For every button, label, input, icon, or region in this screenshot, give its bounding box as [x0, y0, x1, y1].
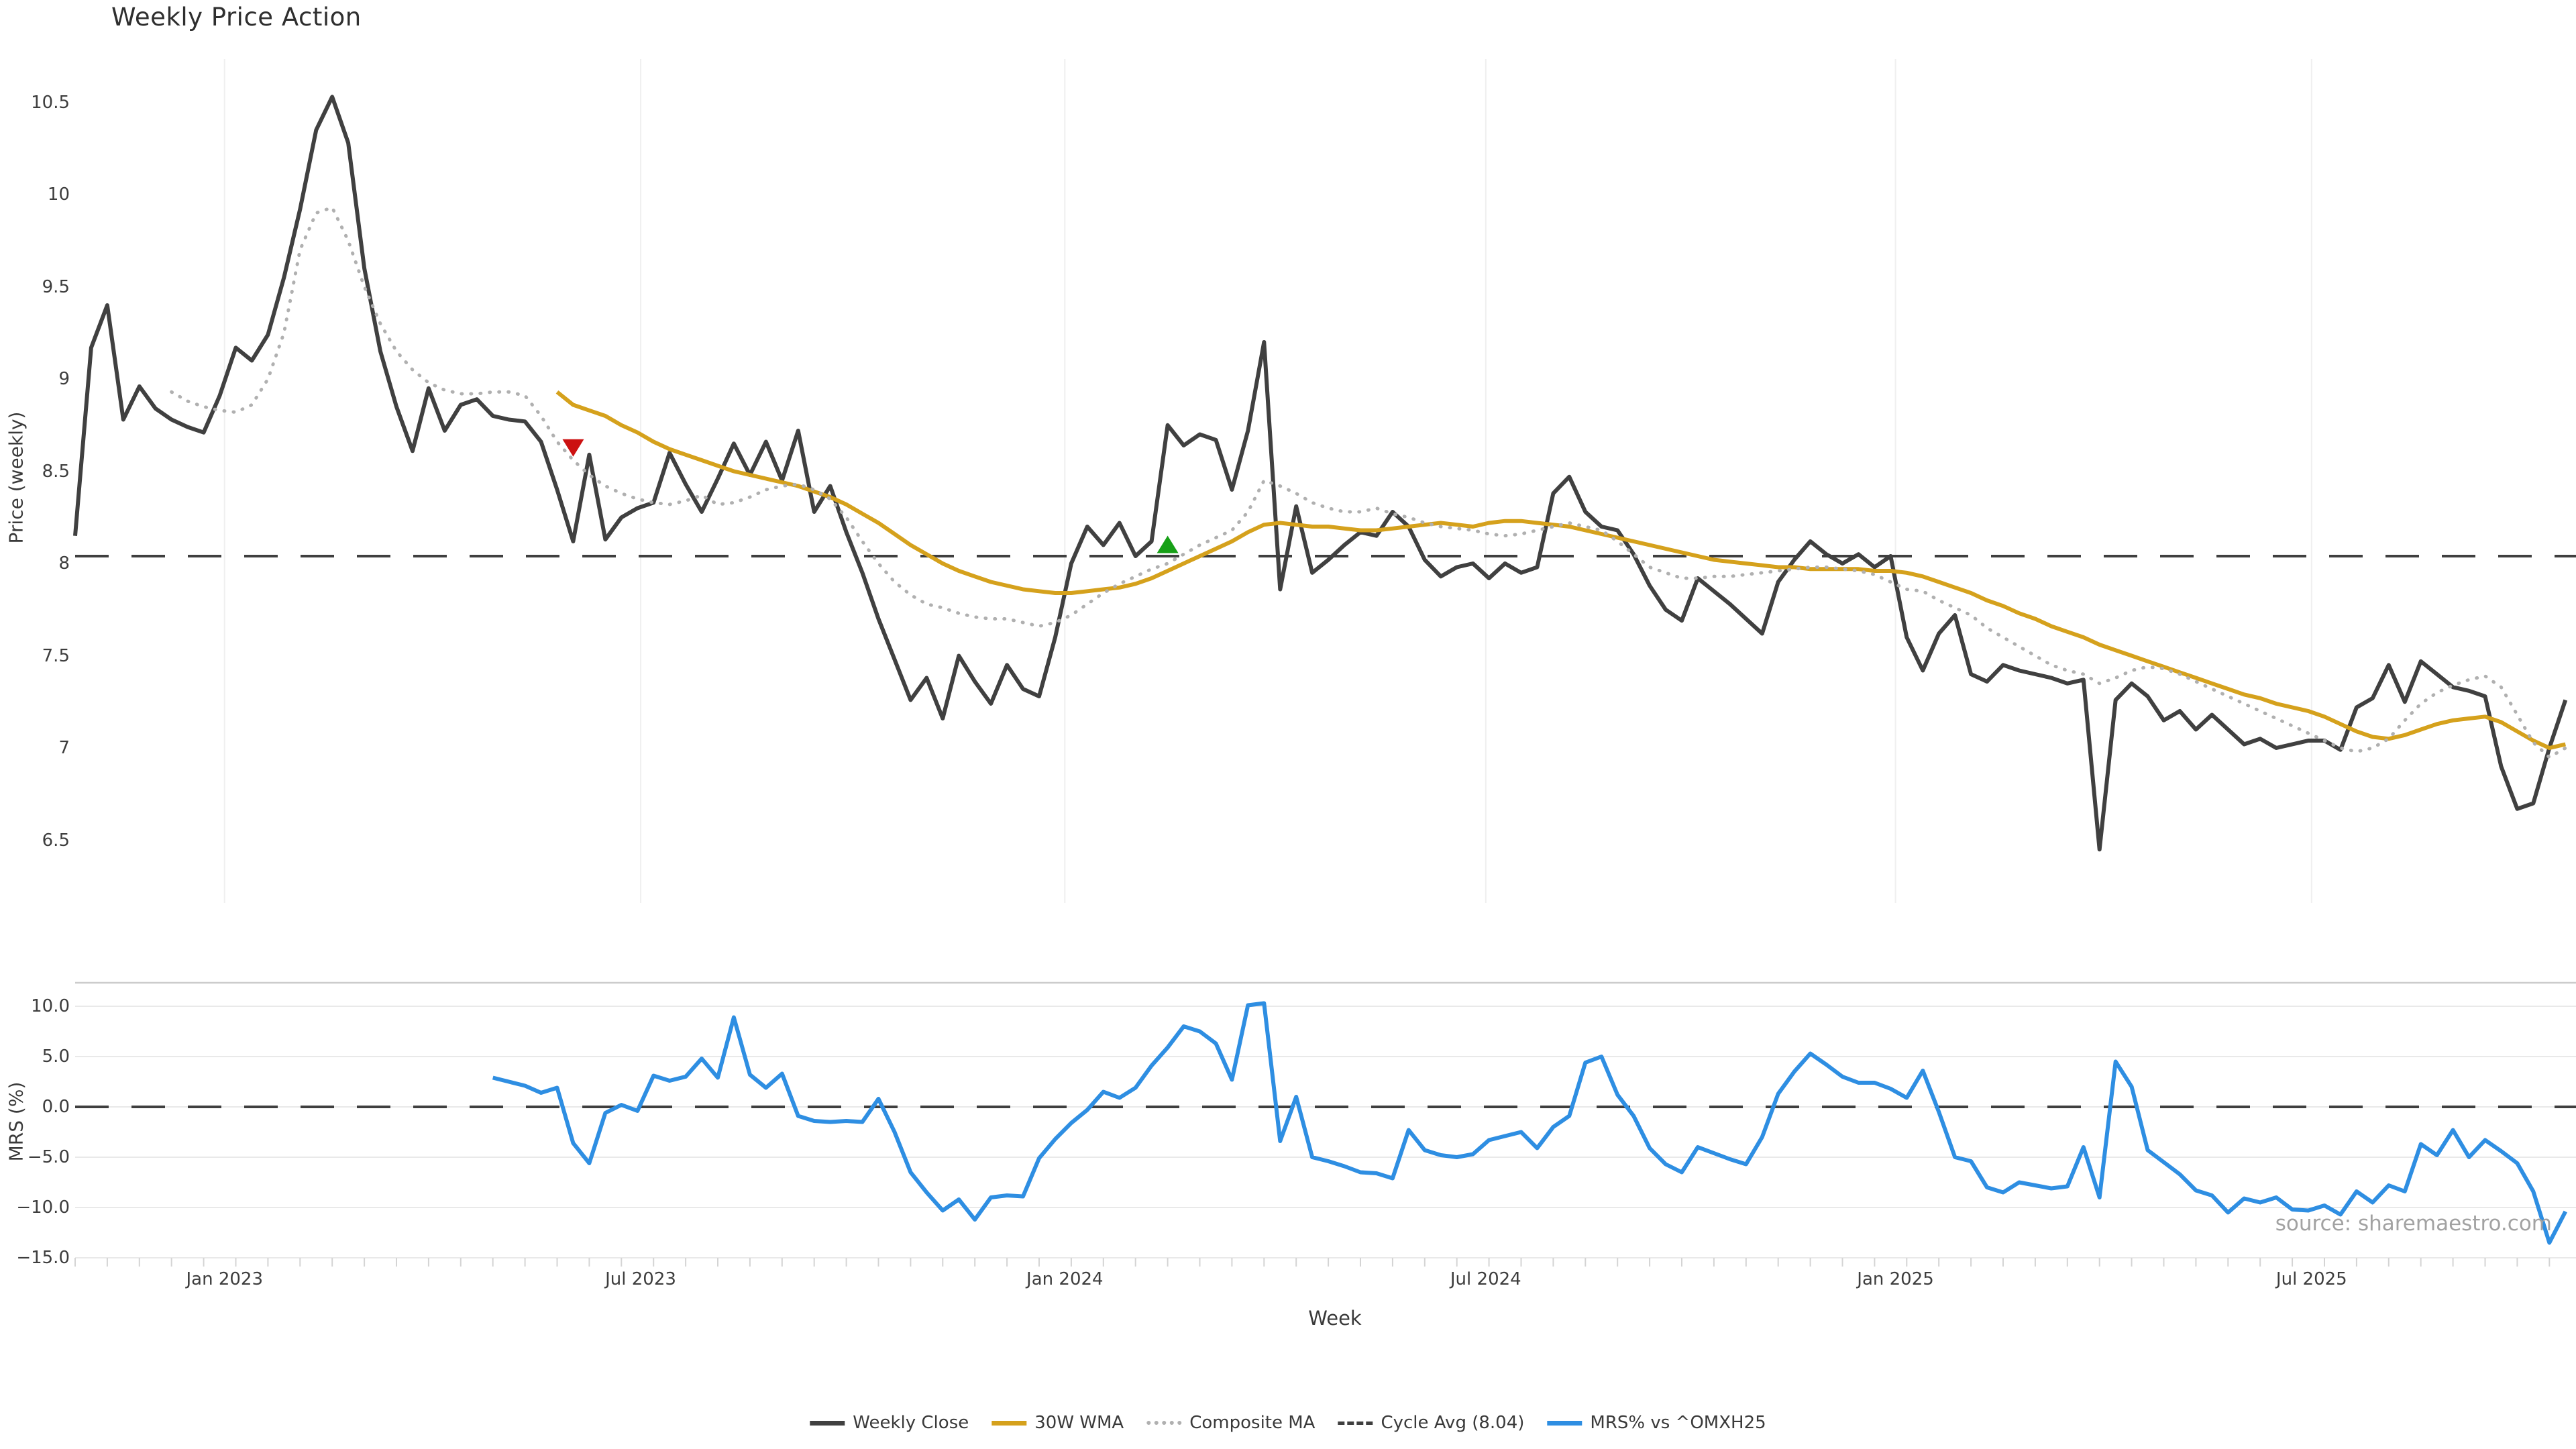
legend-label: Composite MA [1189, 1413, 1316, 1433]
mrs-ytick: 10.0 [31, 996, 70, 1016]
mrs-ytick: 0.0 [42, 1097, 70, 1117]
legend-label: 30W WMA [1034, 1413, 1124, 1433]
price-ytick: 10.5 [31, 92, 70, 113]
legend-label: Cycle Avg (8.04) [1381, 1413, 1525, 1433]
price-ytick: 9.5 [42, 276, 70, 297]
mrs-ytick: −5.0 [27, 1147, 70, 1167]
watermark: source: sharemaestro.com [2275, 1212, 2552, 1236]
chart-title: Weekly Price Action [111, 3, 362, 32]
legend-label: Weekly Close [853, 1413, 969, 1433]
buy-signal-icon [1157, 535, 1179, 553]
composite-ma-swatch-icon [1146, 1421, 1182, 1425]
cycle-avg-swatch-icon [1338, 1421, 1373, 1425]
mrs-axis-label: MRS (%) [5, 1081, 28, 1162]
x-tick: Jul 2024 [1450, 1269, 1521, 1289]
mrs-ytick: −10.0 [16, 1197, 70, 1218]
wma-swatch-icon [991, 1420, 1027, 1426]
legend-item-composite-ma: Composite MA [1146, 1413, 1315, 1433]
x-tick: Jan 2023 [186, 1269, 263, 1289]
x-tick: Jan 2024 [1026, 1269, 1104, 1289]
x-tick: Jul 2023 [605, 1269, 676, 1289]
mrs-ytick: −15.0 [16, 1248, 70, 1268]
price-ytick: 7.5 [42, 645, 70, 666]
mrs-swatch-icon [1547, 1420, 1582, 1426]
x-axis-label: Week [1308, 1307, 1362, 1330]
price-ytick: 7 [58, 738, 70, 758]
sell-signal-icon [562, 439, 584, 457]
series-weekly-close [73, 95, 2568, 852]
price-ytick: 6.5 [42, 830, 70, 851]
x-tick: Jul 2025 [2275, 1269, 2347, 1289]
series-composite-ma [170, 205, 2567, 759]
price-ytick: 8 [58, 553, 70, 574]
price-ytick: 8.5 [42, 461, 70, 482]
legend-label: MRS% vs ^OMXH25 [1590, 1413, 1766, 1433]
mrs-ytick: 5.0 [42, 1046, 70, 1067]
legend-item-mrs: MRS% vs ^OMXH25 [1547, 1413, 1766, 1433]
price-ytick: 10 [47, 184, 70, 205]
price-axis-label: Price (weekly) [5, 411, 28, 544]
price-ytick: 9 [58, 369, 70, 389]
legend: Weekly Close 30W WMA Composite MA Cycle … [810, 1413, 1766, 1433]
legend-item-30w-wma: 30W WMA [991, 1413, 1124, 1433]
legend-item-cycle-avg: Cycle Avg (8.04) [1338, 1413, 1524, 1433]
weekly-close-swatch-icon [810, 1420, 845, 1426]
series-30w-wma [555, 390, 2566, 750]
series-mrs-vs-omxh25 [492, 1001, 2567, 1245]
x-tick: Jan 2025 [1857, 1269, 1934, 1289]
legend-item-weekly-close: Weekly Close [810, 1413, 969, 1433]
